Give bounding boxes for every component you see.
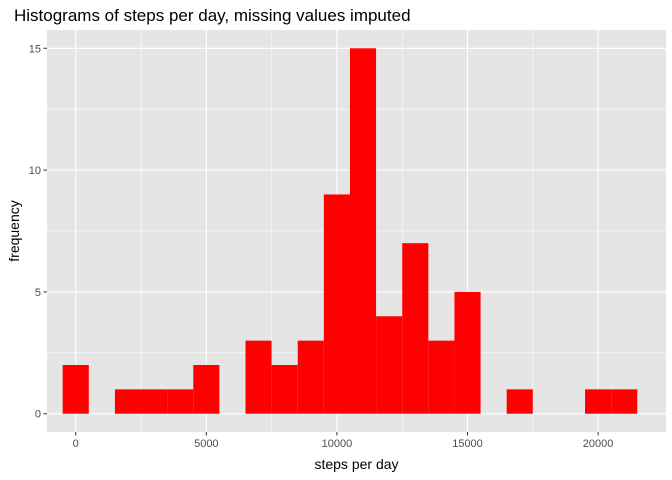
histogram-bar <box>402 243 429 414</box>
histogram-bar <box>585 389 612 414</box>
x-tick-label: 15000 <box>452 438 483 450</box>
y-axis-title: frequency <box>6 200 22 261</box>
x-axis-ticks: 0 5000 10000 15000 20000 <box>73 432 614 450</box>
histogram-bar <box>297 340 324 414</box>
histogram-bar <box>141 389 168 414</box>
y-tick-label: 15 <box>29 43 41 55</box>
y-tick-label: 5 <box>35 287 41 299</box>
x-tick-label: 10000 <box>322 438 353 450</box>
x-tick-label: 5000 <box>194 438 218 450</box>
histogram-bar <box>114 389 142 414</box>
histogram-bars <box>62 48 638 414</box>
histogram-bar <box>349 48 377 414</box>
histogram-bar <box>62 365 89 414</box>
histogram-bar <box>376 316 403 414</box>
histogram-bar <box>245 340 272 414</box>
x-tick-label: 0 <box>73 438 79 450</box>
histogram-bar <box>193 365 220 414</box>
y-tick-label: 0 <box>35 409 41 421</box>
histogram-bar <box>271 365 298 414</box>
histogram-bar <box>167 389 194 414</box>
x-tick-label: 20000 <box>583 438 614 450</box>
histogram-bar <box>611 389 638 414</box>
histogram-bar <box>323 194 350 414</box>
histogram-bar <box>454 291 481 414</box>
histogram-bar <box>428 340 455 414</box>
y-tick-label: 10 <box>29 165 41 177</box>
x-axis-title: steps per day <box>314 456 398 472</box>
y-axis-ticks: 0 5 10 15 <box>29 43 47 421</box>
histogram-bar <box>506 389 533 414</box>
chart-title: Histograms of steps per day, missing val… <box>14 6 411 25</box>
